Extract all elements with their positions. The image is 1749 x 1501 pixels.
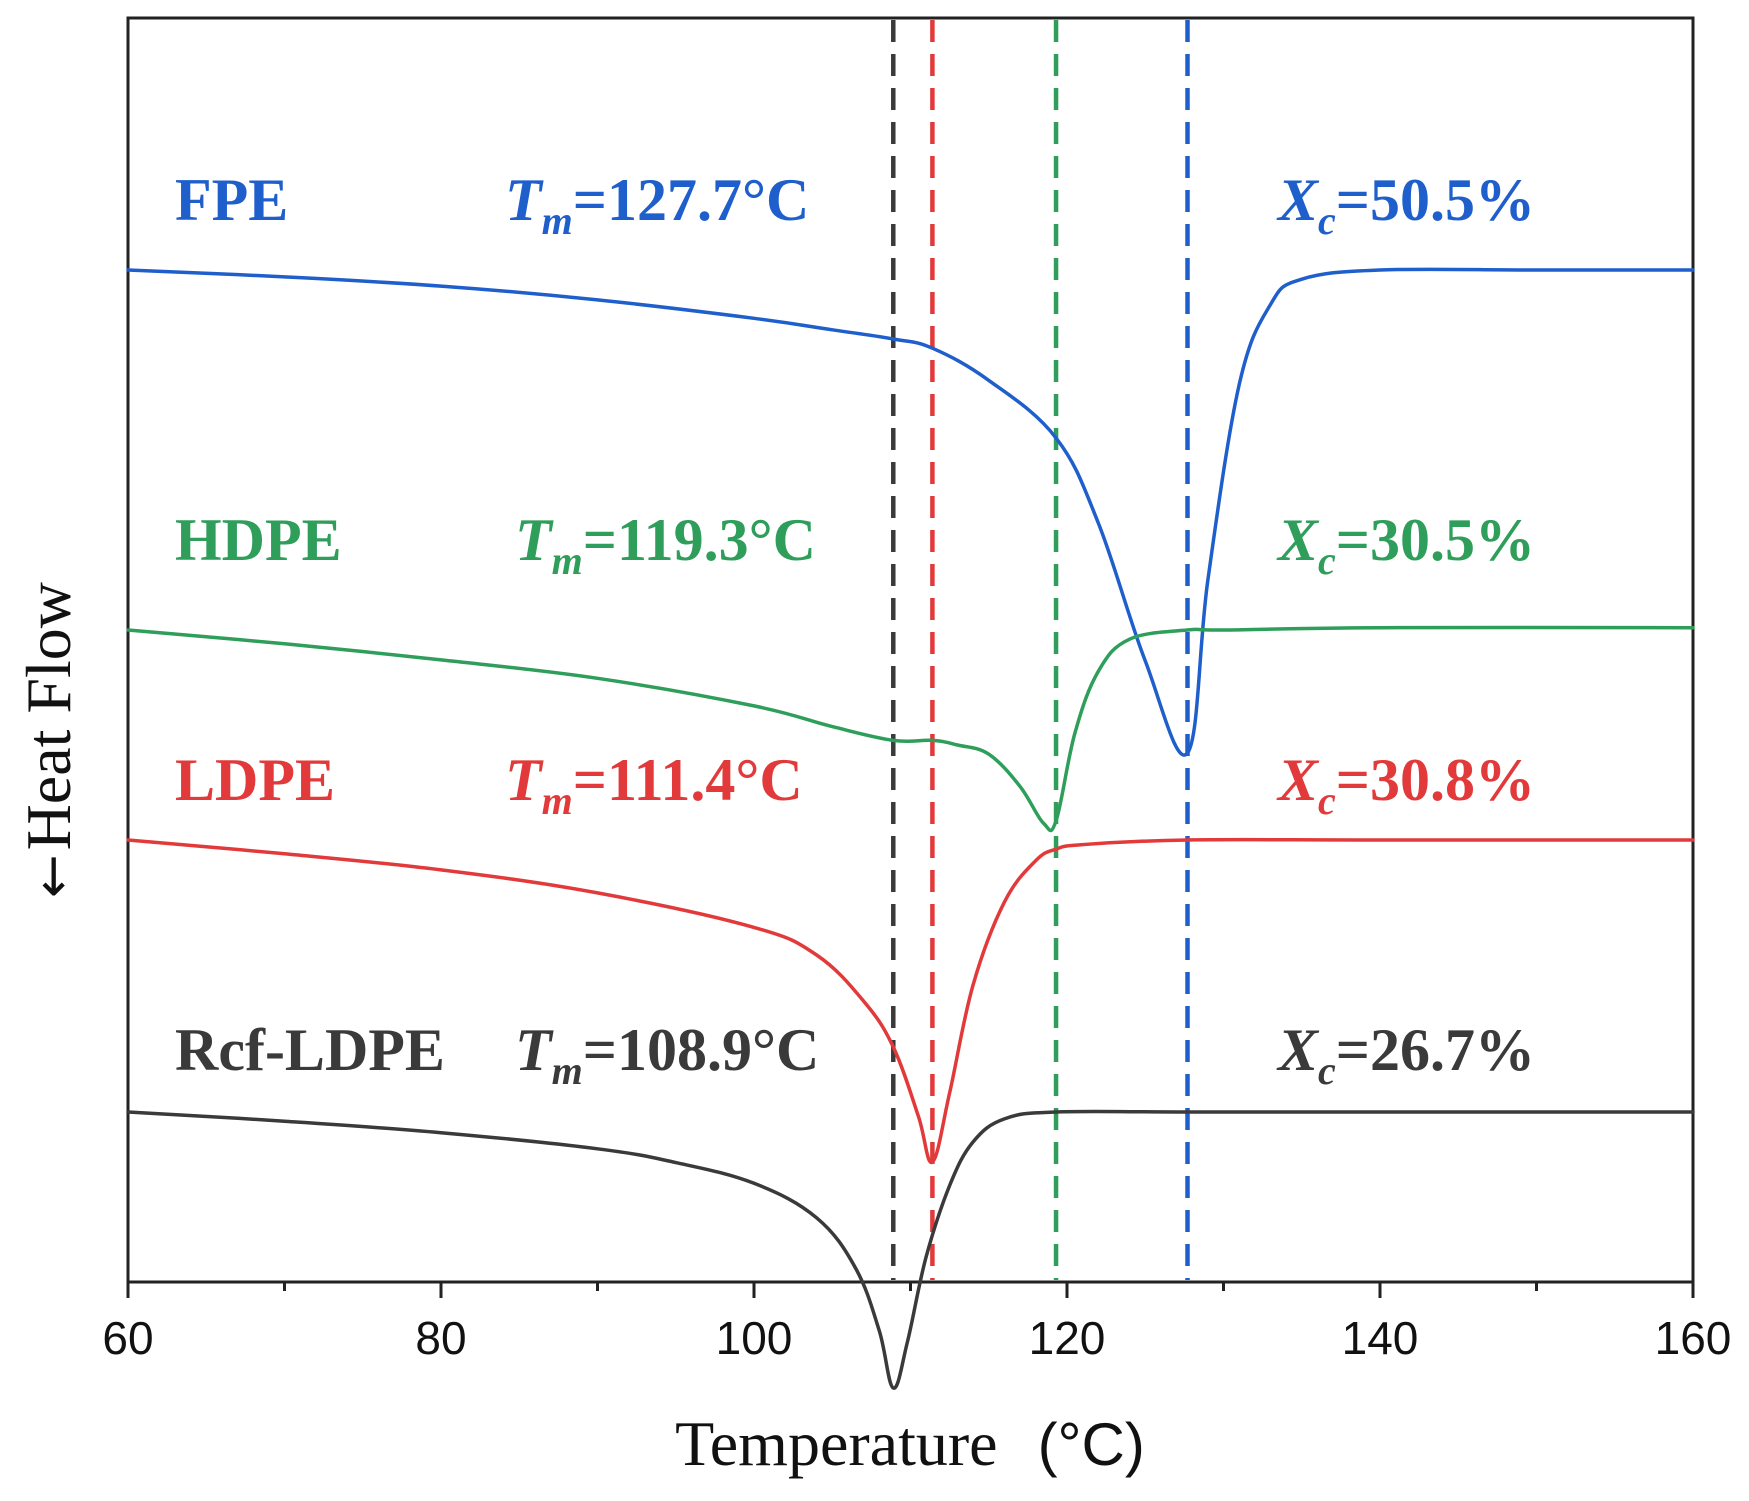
curve-rcf-ldpe [126, 1109, 1695, 1390]
curve-ldpe [126, 837, 1695, 1164]
tm-label-hdpe: Tm=119.3°C [515, 507, 816, 583]
curve-hdpe [126, 625, 1695, 833]
y-axis-title: ←Heat Flow [13, 582, 84, 898]
curve-fpe [126, 267, 1695, 757]
series-name-fpe: FPE [175, 167, 288, 233]
tm-label-ldpe: Tm=111.4°C [505, 747, 803, 823]
tm-label-rcf-ldpe: Tm=108.9°C [515, 1017, 819, 1093]
tm-label-fpe: Tm=127.7°C [505, 167, 809, 243]
series-annotations: FPE Tm=127.7°C Xc=50.5% HDPE Tm=119.3°C Xc=30… [175, 167, 1535, 1093]
xc-label-ldpe: Xc=30.8% [1276, 747, 1535, 823]
series-name-hdpe: HDPE [175, 507, 342, 573]
x-tick-label: 80 [415, 1312, 466, 1364]
x-tick-label: 160 [1655, 1312, 1732, 1364]
tm-reference-lines [891, 20, 1190, 1280]
x-tick-label: 120 [1029, 1312, 1106, 1364]
series-name-ldpe: LDPE [175, 747, 335, 813]
xc-label-fpe: Xc=50.5% [1276, 167, 1535, 243]
series-name-rcf-ldpe: Rcf-LDPE [175, 1017, 445, 1083]
x-axis-title: Temperature (°C) [675, 1408, 1145, 1479]
x-tick-label: 100 [716, 1312, 793, 1364]
x-tick-label: 60 [102, 1312, 153, 1364]
axes: 60 80 100 120 140 160 Temperature (°C) ←Heat Flo… [13, 582, 1731, 1479]
xc-label-hdpe: Xc=30.5% [1276, 507, 1535, 583]
series-curves [126, 267, 1695, 1390]
xc-label-rcf-ldpe: Xc=26.7% [1276, 1017, 1535, 1093]
x-tick-label: 140 [1342, 1312, 1419, 1364]
